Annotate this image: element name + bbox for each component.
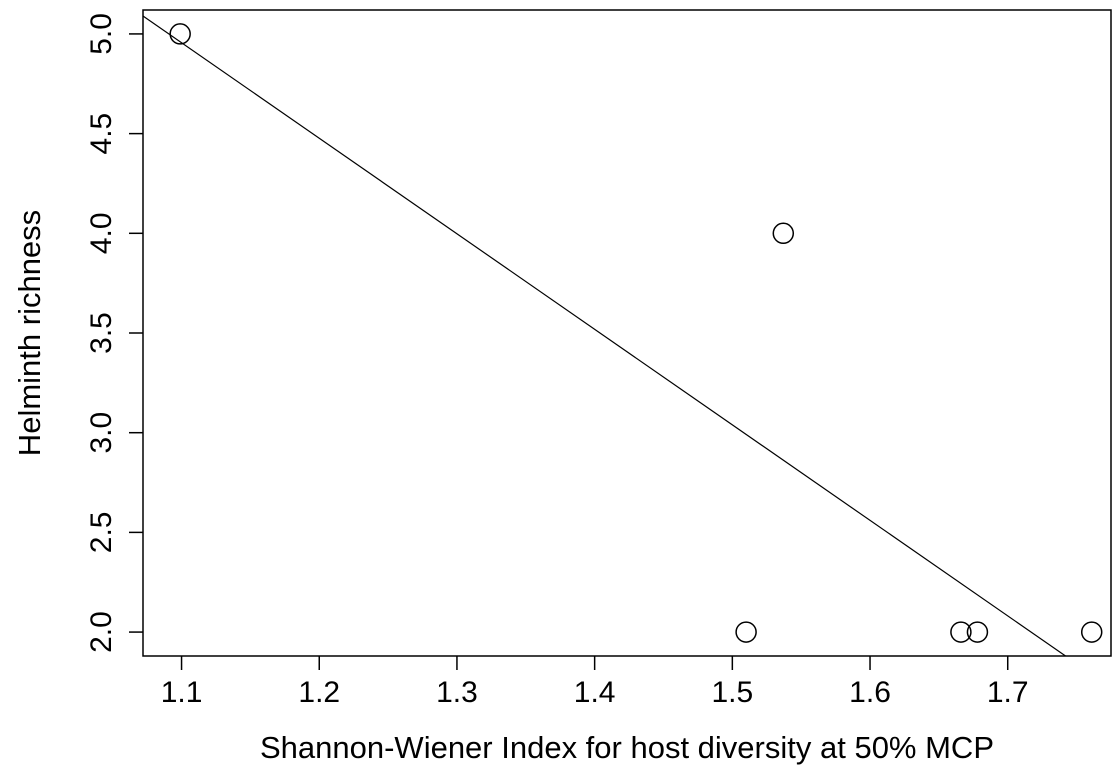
data-point bbox=[1080, 621, 1103, 643]
x-tick-label: 1.1 bbox=[161, 676, 203, 709]
data-point bbox=[772, 222, 795, 245]
x-tick-label: 1.7 bbox=[987, 676, 1029, 709]
data-point bbox=[169, 23, 191, 45]
data-point bbox=[735, 621, 757, 643]
x-tick-label: 1.4 bbox=[574, 676, 616, 709]
y-tick-label: 4.5 bbox=[85, 113, 118, 155]
y-tick-label: 4.0 bbox=[85, 212, 118, 254]
y-axis-title: Helminth richness bbox=[12, 210, 47, 456]
regression-line bbox=[142, 15, 1066, 657]
y-tick-label: 3.5 bbox=[85, 312, 118, 354]
y-tick-label: 2.5 bbox=[85, 512, 118, 554]
data-points bbox=[169, 23, 1103, 643]
y-tick-label: 2.0 bbox=[85, 611, 118, 653]
x-tick-label: 1.5 bbox=[711, 676, 753, 709]
data-point bbox=[966, 621, 989, 643]
y-tick-label: 5.0 bbox=[85, 13, 118, 55]
x-tick-label: 1.2 bbox=[298, 676, 340, 709]
x-tick-label: 1.3 bbox=[436, 676, 478, 709]
data-point bbox=[950, 621, 972, 643]
plot-frame bbox=[142, 9, 1112, 657]
x-tick-label: 1.6 bbox=[849, 676, 891, 709]
fit-line-layer bbox=[142, 15, 1066, 657]
axis-ticks: 1.1 1.2 1.3 1.4 1.5 1.6 1.7 2.0 2.5 3.0 3.5 4.0 4.5 5… bbox=[85, 13, 1029, 709]
x-axis-title: Shannon-Wiener Index for host diversity … bbox=[260, 730, 994, 765]
y-tick-label: 3.0 bbox=[85, 412, 118, 454]
